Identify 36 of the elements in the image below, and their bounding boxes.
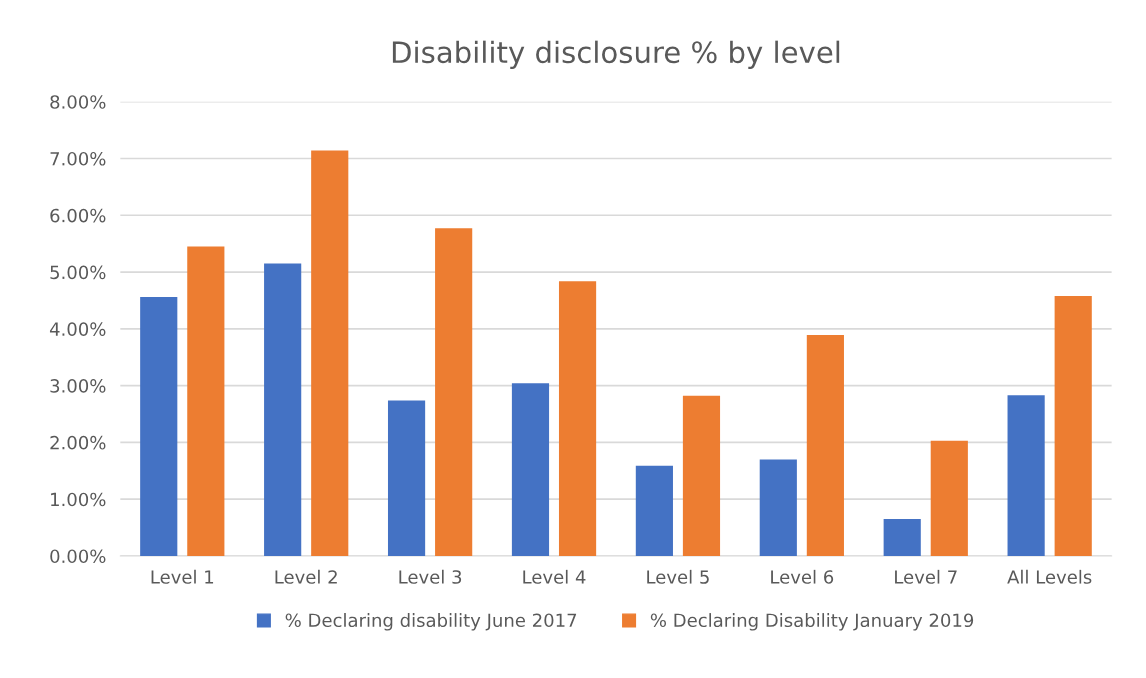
bar — [264, 263, 302, 556]
bar — [1054, 295, 1092, 556]
bar — [140, 297, 178, 556]
y-tick-label: 6.00% — [50, 208, 106, 223]
chart-title: Disability disclosure % by level — [392, 40, 840, 69]
bar — [682, 395, 721, 556]
bar — [187, 246, 225, 556]
bar — [806, 335, 844, 556]
y-tick-label: 7.00% — [50, 151, 106, 166]
x-tick-label: Level 2 — [275, 569, 337, 584]
bar — [435, 228, 473, 556]
y-tick-label: 0.00% — [50, 549, 106, 564]
x-tick-label: Level 5 — [647, 569, 709, 584]
legend-label: % Declaring Disability January 2019 — [650, 613, 974, 631]
x-tick-label: Level 4 — [523, 569, 586, 584]
y-tick-label: 5.00% — [50, 265, 106, 280]
y-tick-label: 2.00% — [50, 435, 106, 450]
x-tick-label: Level 1 — [151, 569, 214, 584]
x-tick-label: Level 3 — [399, 569, 462, 584]
bar — [387, 400, 426, 556]
bar — [883, 519, 921, 556]
bar — [635, 465, 673, 556]
bar — [558, 281, 597, 556]
bar — [930, 440, 968, 556]
x-tick-label: Level 6 — [771, 569, 834, 584]
bar — [1007, 395, 1045, 556]
y-tick-label: 3.00% — [50, 379, 106, 393]
bar — [759, 459, 797, 556]
x-tick-label: Level 7 — [895, 569, 957, 584]
y-tick-label: 1.00% — [51, 492, 106, 507]
y-tick-label: 4.00% — [49, 322, 106, 336]
y-tick-label: 8.00% — [50, 95, 106, 109]
x-tick-label: All Levels — [1007, 569, 1092, 584]
bar — [511, 383, 550, 556]
legend-label: % Declaring disability June 2017 — [285, 613, 577, 631]
bar — [311, 150, 349, 556]
